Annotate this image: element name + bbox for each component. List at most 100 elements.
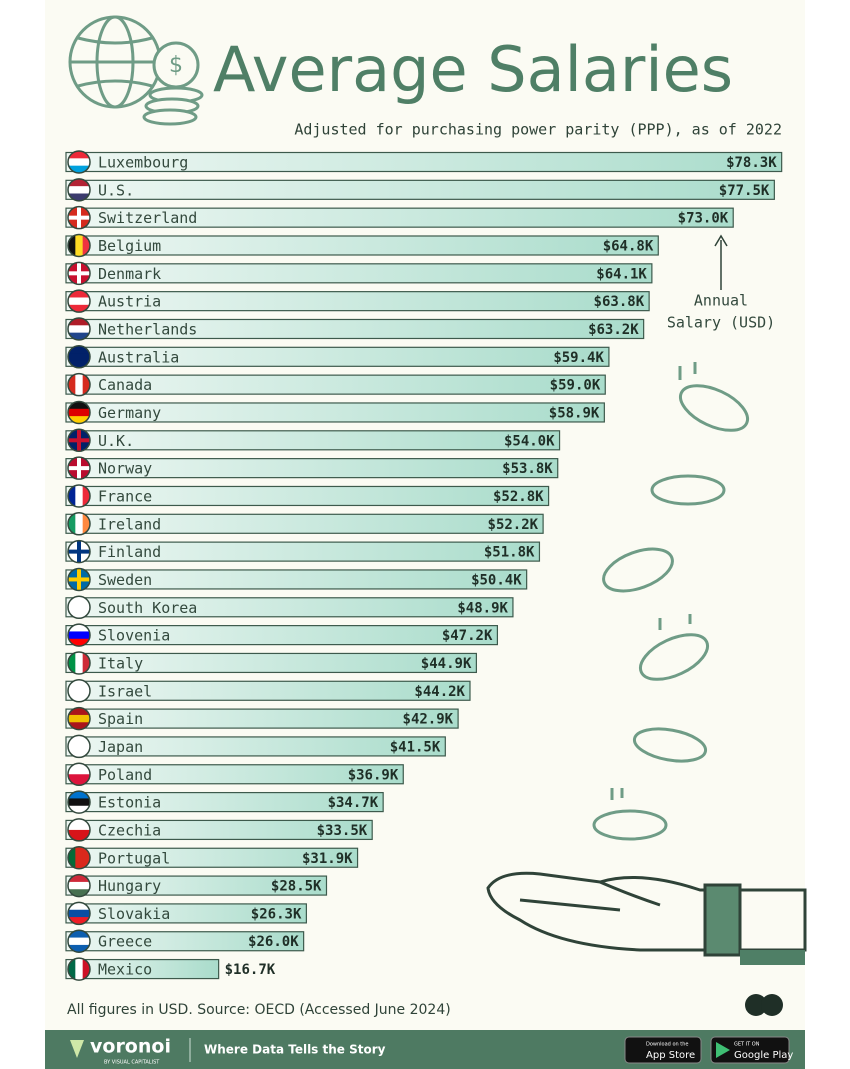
badge-bg[interactable]: [624, 1036, 702, 1064]
flag: [68, 735, 90, 758]
flag-border: [67, 150, 91, 174]
flag-part: [68, 158, 90, 167]
flag: [68, 206, 90, 229]
chart-subtitle: Adjusted for purchasing power parity (PP…: [294, 121, 782, 139]
flag: [68, 651, 90, 674]
value-label: $41.5K: [390, 739, 441, 755]
flag-part: [68, 774, 90, 786]
category-label: Israel: [98, 682, 152, 700]
flag-border: [67, 539, 91, 564]
badge-big[interactable]: App Store: [646, 1050, 695, 1061]
value-label: $50.4K: [471, 572, 522, 588]
bar: [65, 430, 561, 451]
brand-logo: [70, 1040, 84, 1058]
flag-border: [67, 345, 91, 369]
flag-part: [68, 345, 90, 354]
flag-part: [75, 512, 84, 535]
flag-border: [67, 706, 91, 731]
flag-part: [68, 805, 90, 814]
flag-part: [75, 373, 84, 396]
flag-part: [68, 909, 90, 918]
bar: [65, 402, 605, 423]
badge-bg[interactable]: [710, 1036, 790, 1064]
app-store-badge[interactable]: Download on the App Store: [624, 1036, 702, 1064]
value-label: $28.5K: [271, 879, 322, 895]
annotation-arrowhead: [714, 234, 728, 247]
flag-part: [68, 937, 90, 946]
flag-part: [68, 763, 90, 775]
flag-part: [68, 874, 90, 883]
flag-border: [67, 623, 91, 647]
flag: [68, 457, 90, 480]
value-label: $44.2K: [414, 684, 465, 700]
flag-part: [68, 889, 90, 897]
flag-part: [68, 722, 90, 730]
bar: [65, 680, 471, 701]
flag-part: [68, 902, 90, 911]
category-label: Hungary: [98, 877, 161, 895]
badge-small[interactable]: Download on the: [646, 1042, 688, 1048]
flag-border: [67, 651, 91, 675]
flag-border: [67, 790, 91, 814]
flag-part: [82, 958, 90, 981]
value-label: $47.2K: [442, 628, 493, 644]
flag-part: [68, 325, 90, 334]
value-label: $48.9K: [457, 600, 508, 616]
flag-border: [67, 818, 91, 842]
category-label: Netherlands: [98, 320, 197, 338]
category-label: Estonia: [98, 794, 161, 812]
category-label: Australia: [98, 348, 179, 366]
flag-part: [68, 624, 90, 632]
category-label: Germany: [98, 404, 161, 422]
flag-part: [68, 930, 90, 939]
annotation: Annual: [694, 292, 748, 310]
category-label: Belgium: [98, 237, 161, 255]
badge-small[interactable]: GET IT ON: [734, 1042, 760, 1048]
category-label: Slovenia: [98, 627, 170, 645]
source-note: All figures in USD. Source: OECD (Access…: [67, 1002, 451, 1018]
flag: [68, 429, 90, 452]
category-label: Luxembourg: [98, 154, 188, 172]
badge-big[interactable]: Google Play: [734, 1050, 793, 1061]
bar: [65, 791, 384, 813]
category-label: Poland: [98, 766, 152, 784]
flag-part: [68, 193, 90, 201]
value-label: $64.1K: [596, 266, 647, 282]
flag: [68, 151, 90, 173]
google-play-badge[interactable]: GET IT ON Google Play: [710, 1036, 793, 1064]
flag-part: [68, 353, 90, 361]
flag: [68, 763, 90, 786]
bar: [65, 736, 446, 757]
flag-border: [67, 929, 91, 953]
flag-part: [68, 234, 76, 257]
flag-part: [68, 798, 90, 807]
flag-part: [68, 297, 90, 306]
bar: [65, 764, 404, 785]
flag-border: [67, 428, 91, 453]
value-label: $42.9K: [403, 712, 454, 728]
flag: [68, 568, 90, 591]
flag-part: [68, 151, 90, 159]
category-label: Switzerland: [98, 209, 197, 227]
flag-part: [68, 846, 76, 869]
flag-part: [68, 944, 90, 953]
category-label: U.K.: [98, 432, 134, 450]
flag-part: [68, 917, 90, 925]
flag: [68, 624, 90, 647]
flag-border: [67, 205, 91, 230]
flag-border: [67, 846, 91, 870]
flag-part: [68, 549, 90, 554]
flag-part: [68, 408, 90, 417]
flag: [68, 317, 90, 340]
flag-part: [68, 271, 90, 276]
value-label: $26.3K: [251, 906, 302, 922]
flag-part: [82, 512, 90, 535]
flag-part: [68, 603, 90, 612]
flag-part: [82, 484, 90, 507]
flag-part: [68, 750, 90, 758]
flag-part: [68, 638, 90, 647]
flag: [68, 902, 90, 925]
flag-border: [67, 261, 91, 286]
flag: [68, 846, 90, 869]
flag-part: [68, 829, 90, 841]
